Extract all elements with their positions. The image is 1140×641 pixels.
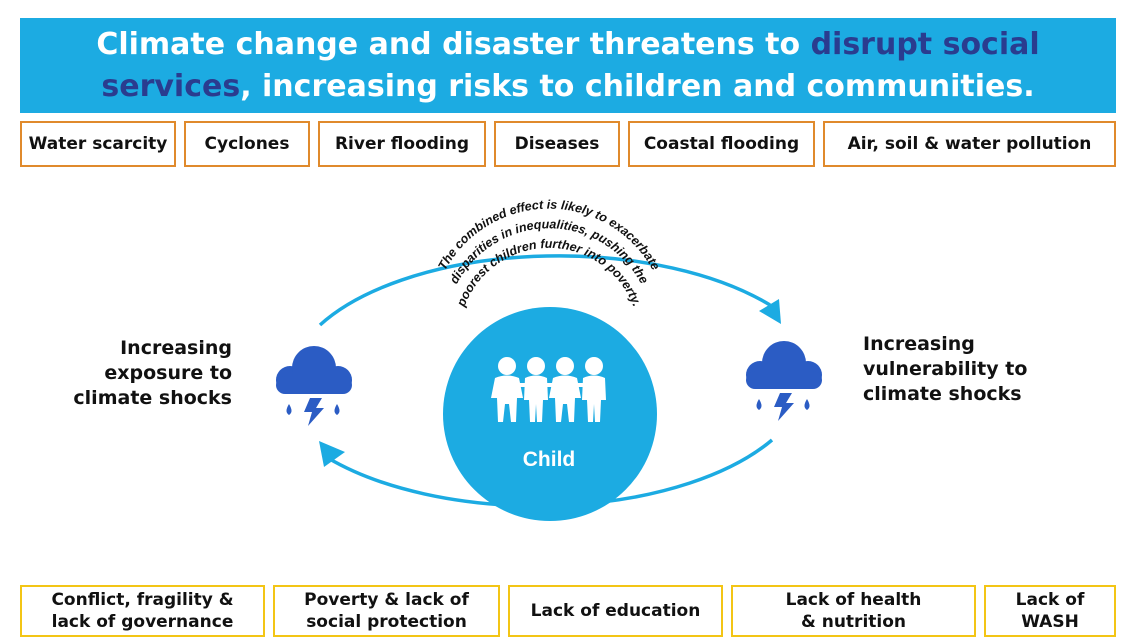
title-part-2: , increasing risks to children and commu… [240, 68, 1035, 104]
hazard-label: Water scarcity [28, 134, 168, 154]
child-label: Child [523, 448, 576, 471]
title-highlight-2: services [101, 68, 241, 104]
hazard-label: Cyclones [204, 134, 290, 154]
storm-cloud-icon [746, 341, 822, 421]
driver-health-nutrition: Lack of health & nutrition [731, 585, 976, 637]
hazard-label: Diseases [514, 134, 600, 154]
hazard-label: River flooding [334, 134, 470, 154]
driver-education: Lack of education [508, 585, 723, 637]
title-part-1: Climate change and disaster threatens to [96, 26, 811, 62]
driver-wash: Lack of WASH [984, 585, 1116, 637]
vulnerability-label-line: climate shocks [863, 383, 1022, 405]
exposure-label: Increasing exposure to climate shocks [73, 336, 232, 411]
driver-label-line: social protection [306, 612, 467, 632]
driver-conflict-governance: Conflict, fragility & lack of governance [20, 585, 265, 637]
storm-cloud-icon [276, 346, 352, 426]
vulnerability-label-line: vulnerability to [863, 358, 1028, 380]
hazard-coastal-flooding: Coastal flooding [628, 121, 815, 167]
vulnerability-label-line: Increasing [863, 333, 975, 355]
header-banner: Climate change and disaster threatens to… [20, 18, 1116, 113]
title-line-1: Climate change and disaster threatens to… [96, 24, 1039, 66]
cycle-arrow-top [318, 254, 771, 327]
cycle-arrowhead-bottom [319, 441, 345, 467]
hazard-label: Air, soil & water pollution [847, 134, 1092, 154]
hazard-label: Coastal flooding [643, 134, 800, 154]
hazard-diseases: Diseases [494, 121, 620, 167]
hazard-cyclones: Cyclones [184, 121, 310, 167]
driver-label-line: Conflict, fragility & [51, 590, 234, 610]
cycle-arrowhead-top [759, 299, 781, 324]
driver-label-line: lack of governance [51, 612, 234, 632]
title-line-2: services, increasing risks to children a… [101, 66, 1034, 108]
vulnerability-label: Increasing vulnerability to climate shoc… [863, 332, 1027, 407]
child-circle [443, 307, 657, 521]
exposure-label-line: Increasing [120, 337, 232, 359]
exposure-label-line: exposure to [104, 362, 232, 384]
title-highlight-1: disrupt social [810, 26, 1040, 62]
driver-label-line: WASH [1021, 612, 1079, 632]
exposure-label-line: climate shocks [73, 387, 232, 409]
hazard-river-flooding: River flooding [318, 121, 486, 167]
driver-label-line: Lack of health [785, 590, 922, 610]
driver-label-line: Lack of education [530, 601, 701, 621]
driver-poverty-social-protection: Poverty & lack of social protection [273, 585, 500, 637]
driver-label-line: & nutrition [800, 612, 907, 632]
driver-label-line: Poverty & lack of [304, 590, 469, 610]
children-icon [491, 357, 606, 422]
driver-label-line: Lack of [1015, 590, 1085, 610]
hazard-pollution: Air, soil & water pollution [823, 121, 1116, 167]
hazard-water-scarcity: Water scarcity [20, 121, 176, 167]
